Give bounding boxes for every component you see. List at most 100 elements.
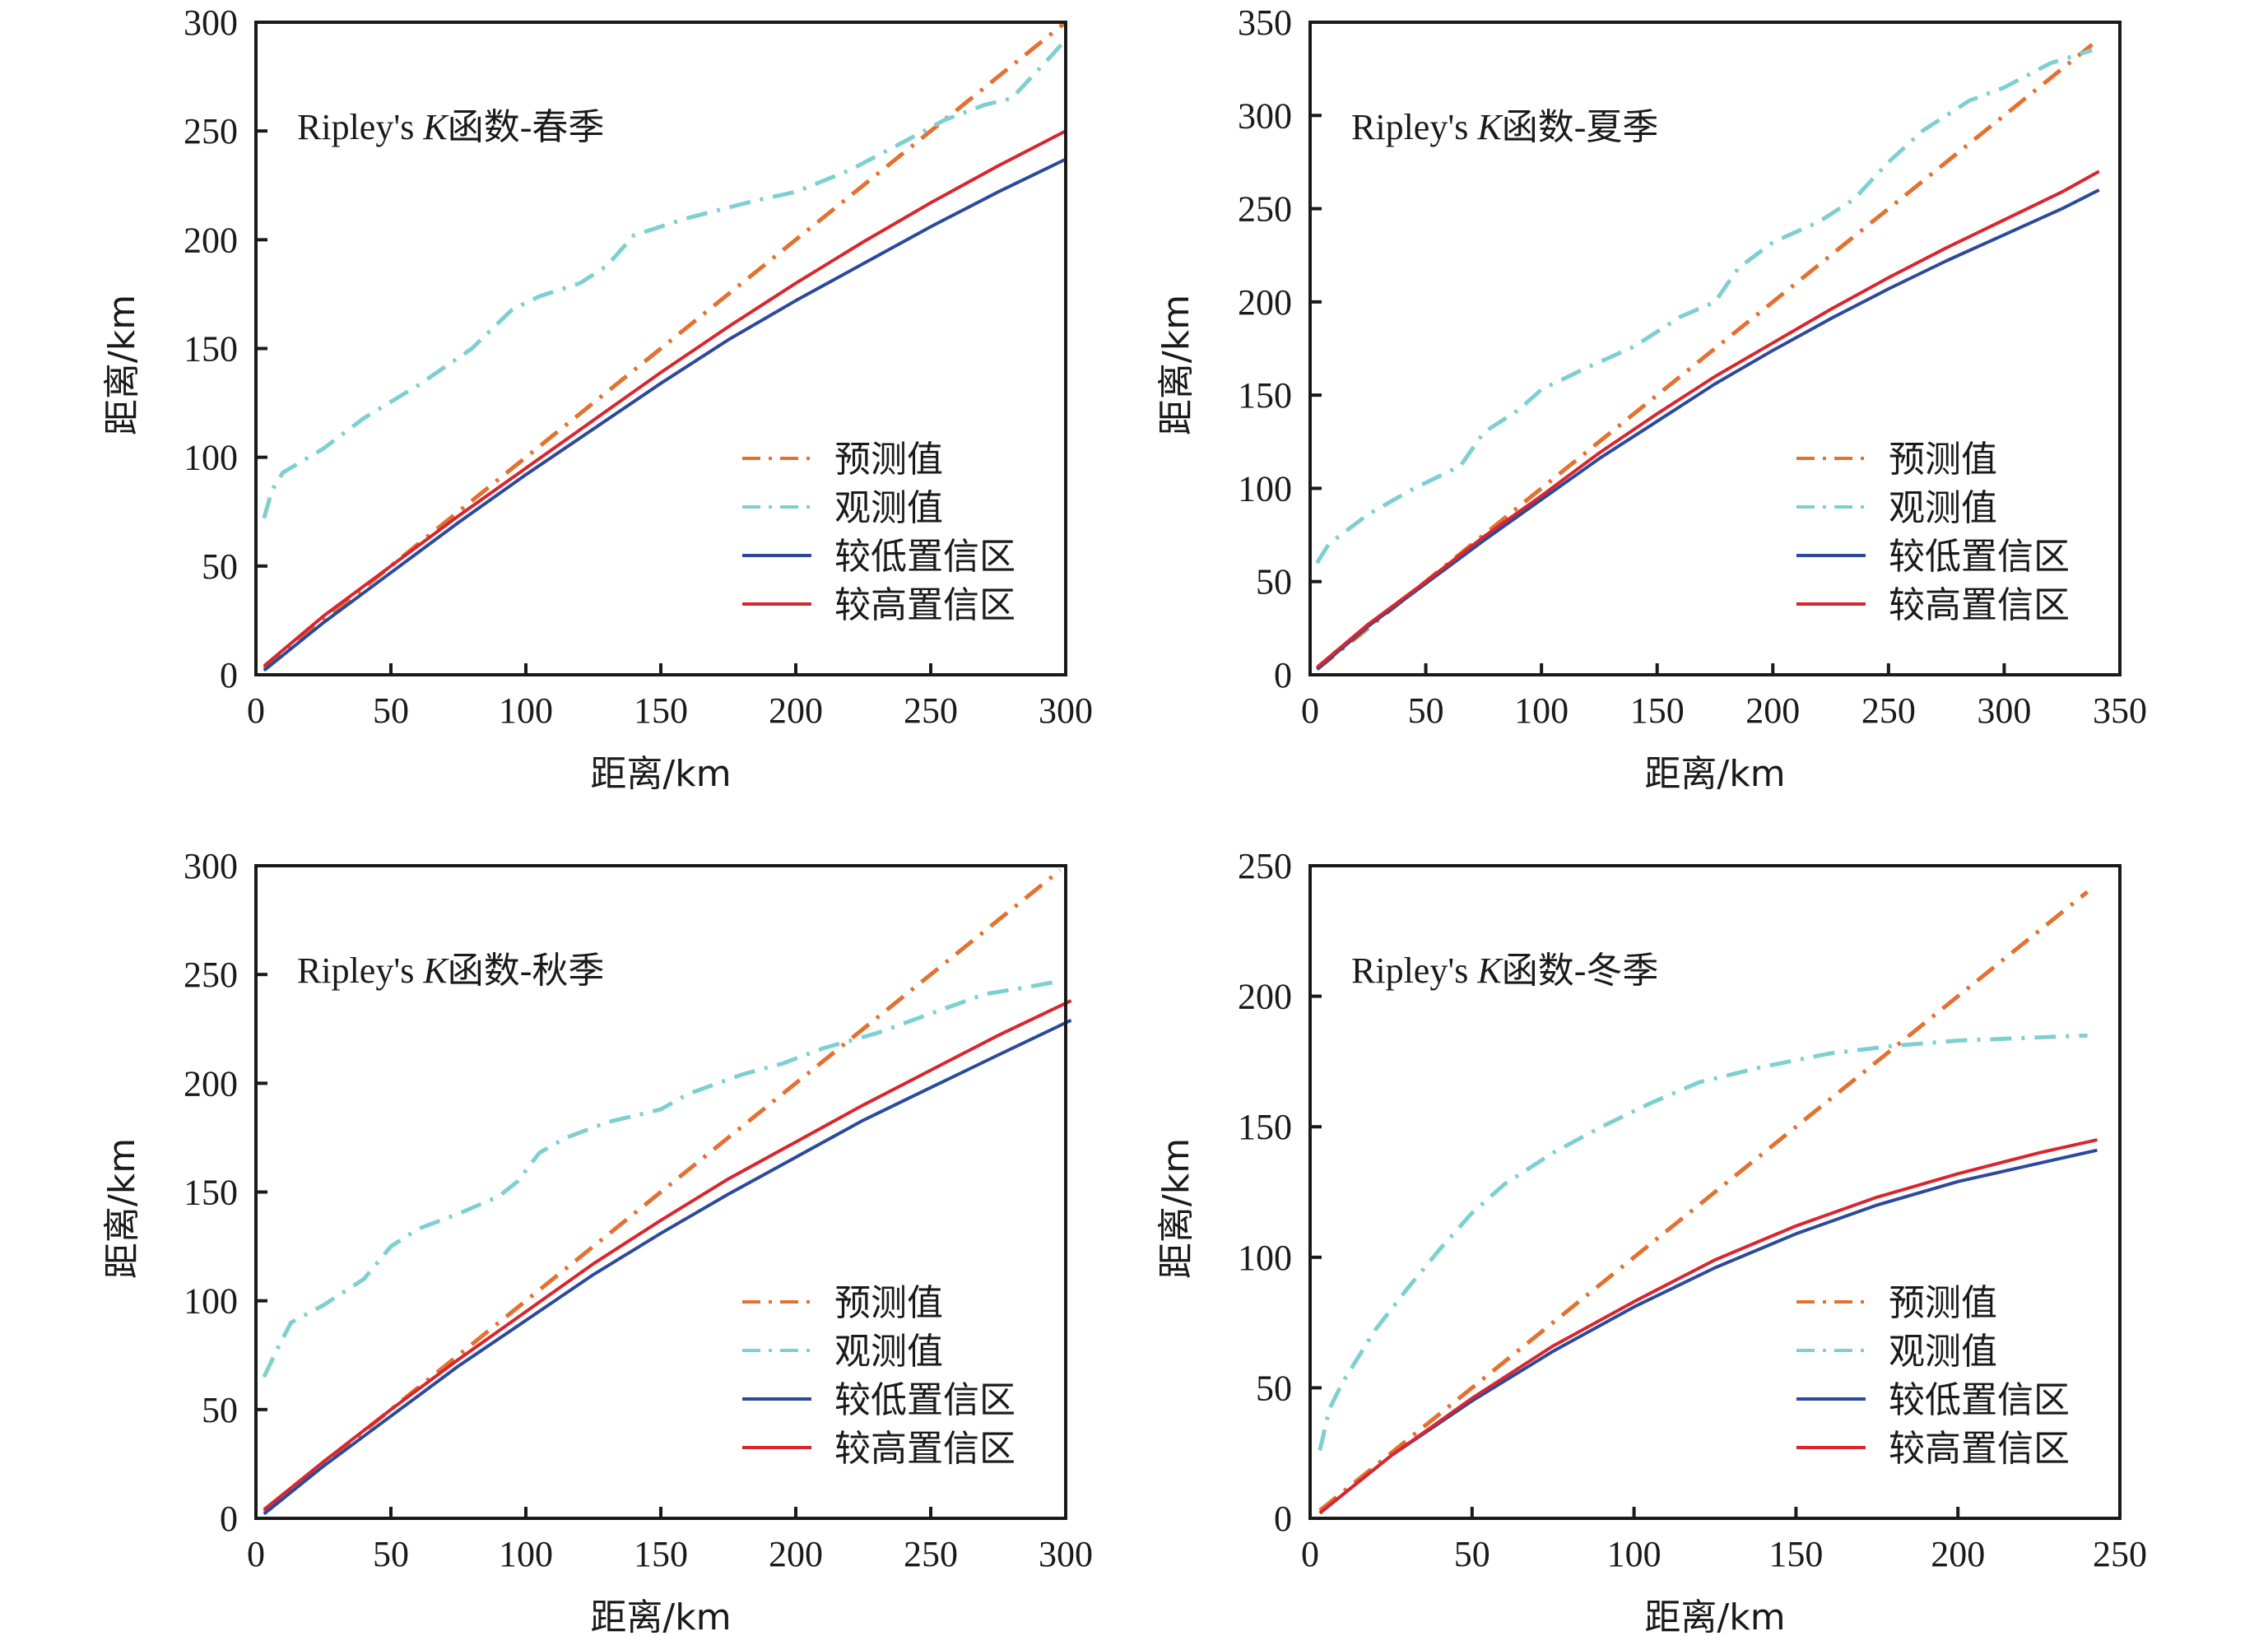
x-axis-label: 距离/km <box>1644 753 1785 795</box>
legend-label: 预测值 <box>834 439 943 481</box>
chart-panel-bottom-right: 0 50 100 150 200 250 0 50 100 150 200 250 距离/km 距离/km… <box>1155 846 2147 1636</box>
legend-item: 观测值 <box>742 1331 943 1373</box>
legend-label: 较高置信区 <box>834 1428 1015 1470</box>
legend-label: 较低置信区 <box>1889 536 2070 578</box>
legend-item: 较低置信区 <box>1796 536 2070 578</box>
chart-title-italic: K <box>1476 950 1503 991</box>
series-line-lower <box>263 157 1067 672</box>
x-tick-label: 50 <box>1408 690 1444 731</box>
y-tick-label: 0 <box>1274 1499 1292 1539</box>
legend-item: 观测值 <box>742 487 943 529</box>
y-tick-label: 200 <box>1238 282 1292 323</box>
y-tick-label: 250 <box>1238 846 1292 886</box>
series-line-upper <box>263 129 1067 667</box>
y-axis-label: 距离/km <box>1155 295 1197 435</box>
x-tick-label: 150 <box>1768 1534 1823 1574</box>
legend-label: 预测值 <box>834 1282 943 1324</box>
legend-item: 较低置信区 <box>1796 1379 2070 1421</box>
legend-label: 较高置信区 <box>834 584 1015 626</box>
y-tick-label: 100 <box>184 1281 238 1322</box>
y-tick-label: 100 <box>184 438 238 478</box>
chart-panel-top-right: 0 50 100 150 200 250 300 350 0 50 100 150 200 250 300 3… <box>1155 2 2147 795</box>
chart-title-italic: K <box>422 107 449 147</box>
y-tick-label: 50 <box>1256 562 1292 602</box>
chart-title: Ripley's K函数-冬季 <box>1351 950 1658 991</box>
legend-label: 预测值 <box>1889 439 1997 481</box>
y-tick-label: 250 <box>184 111 238 151</box>
x-tick-label: 300 <box>1039 690 1093 731</box>
x-tick-label: 350 <box>2093 690 2147 731</box>
x-tick-label: 100 <box>499 690 553 731</box>
legend-label: 观测值 <box>834 1331 943 1373</box>
legend-label: 观测值 <box>834 487 943 529</box>
y-tick-label: 200 <box>184 1063 238 1104</box>
y-tick-label: 50 <box>1256 1368 1292 1408</box>
series-line-upper <box>1318 1138 2098 1515</box>
x-tick-label: 150 <box>634 690 688 731</box>
y-tick-label: 250 <box>1238 189 1292 230</box>
legend-item: 较高置信区 <box>742 584 1015 626</box>
legend-item: 较高置信区 <box>1796 584 2070 626</box>
legend-label: 观测值 <box>1889 1331 1997 1373</box>
legend-label: 预测值 <box>1889 1282 1997 1324</box>
y-tick-label: 300 <box>184 2 238 43</box>
chart-title-suffix: 函数-春季 <box>448 107 605 147</box>
legend-label: 较高置信区 <box>1889 1428 2070 1470</box>
x-tick-label: 250 <box>1861 690 1916 731</box>
x-tick-label: 150 <box>634 1534 688 1574</box>
y-tick-label: 150 <box>184 1173 238 1213</box>
legend-label: 较低置信区 <box>834 536 1015 578</box>
x-axis-label: 距离/km <box>1644 1596 1785 1636</box>
y-tick-label: 150 <box>1238 375 1292 416</box>
x-tick-label: 50 <box>373 1534 409 1574</box>
legend-item: 观测值 <box>1796 487 1997 529</box>
legend-item: 较高置信区 <box>742 1428 1015 1470</box>
legend-item: 观测值 <box>1796 1331 1997 1373</box>
plot-frame <box>1308 864 2122 1520</box>
x-tick-label: 200 <box>1745 690 1800 731</box>
series-line-predicted <box>1315 43 2094 672</box>
y-tick-label: 150 <box>1238 1107 1292 1147</box>
y-axis-label: 距离/km <box>101 295 143 435</box>
legend-item: 预测值 <box>1796 1282 1997 1324</box>
x-tick-label: 0 <box>1301 690 1319 731</box>
series-group <box>262 868 1072 1516</box>
x-axis-label: 距离/km <box>590 753 731 795</box>
x-tick-label: 200 <box>1931 1534 1985 1574</box>
series-line-observed <box>1315 48 2094 565</box>
y-tick-label: 150 <box>184 329 238 369</box>
y-axis-label: 距离/km <box>101 1138 143 1279</box>
x-tick-label: 250 <box>904 1534 958 1574</box>
legend-item: 较低置信区 <box>742 536 1015 578</box>
chart-title: Ripley's K函数-春季 <box>297 107 604 147</box>
chart-title-prefix: Ripley's <box>297 107 423 147</box>
chart-title-prefix: Ripley's <box>1351 950 1477 991</box>
legend-label: 较低置信区 <box>834 1379 1015 1421</box>
y-tick-label: 50 <box>202 1390 238 1430</box>
chart-title-suffix: 函数-夏季 <box>1502 107 1659 147</box>
x-tick-label: 150 <box>1630 690 1685 731</box>
y-tick-label: 200 <box>184 220 238 260</box>
y-tick-label: 0 <box>220 1499 238 1539</box>
chart-title-prefix: Ripley's <box>1351 107 1477 147</box>
x-tick-label: 50 <box>373 690 409 731</box>
chart-title-prefix: Ripley's <box>297 950 423 991</box>
legend-item: 预测值 <box>1796 439 1997 481</box>
series-line-predicted <box>1318 890 2089 1513</box>
x-tick-label: 300 <box>1977 690 2031 731</box>
x-tick-label: 200 <box>769 1534 823 1574</box>
y-tick-label: 0 <box>220 655 238 695</box>
plot-frame <box>1308 21 2122 676</box>
y-tick-label: 350 <box>1238 2 1292 43</box>
x-tick-label: 0 <box>1301 1534 1319 1574</box>
y-tick-label: 250 <box>184 955 238 995</box>
x-tick-label: 250 <box>2093 1534 2147 1574</box>
series-line-upper <box>263 999 1072 1511</box>
y-tick-label: 300 <box>184 846 238 886</box>
legend-item: 预测值 <box>742 439 943 481</box>
series-group <box>262 21 1067 672</box>
chart-panel-bottom-left: 0 50 100 150 200 250 300 0 50 100 150 200 250 300 距离/k… <box>101 846 1093 1636</box>
